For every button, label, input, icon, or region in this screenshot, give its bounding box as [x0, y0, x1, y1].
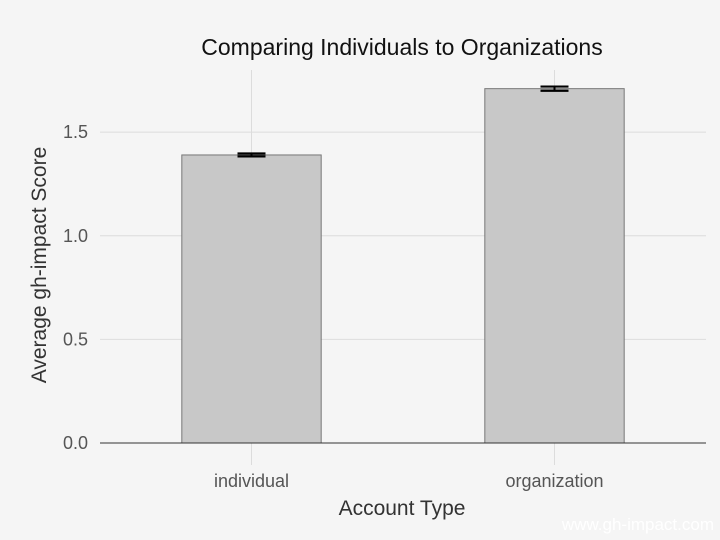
x-tick-label: individual — [214, 471, 289, 491]
x-axis-title: Account Type — [339, 497, 466, 520]
x-tick-label: organization — [505, 471, 603, 491]
bar-organization — [484, 88, 625, 444]
y-axis-title: Average gh-impact Score — [28, 147, 51, 384]
y-tick-label: 1.5 — [63, 122, 88, 142]
y-tick-label: 1.0 — [63, 226, 88, 246]
y-tick-label: 0.0 — [63, 433, 88, 453]
chart-title: Comparing Individuals to Organizations — [201, 34, 602, 60]
watermark: www.gh-impact.com — [561, 515, 714, 534]
bar-individual — [181, 154, 322, 444]
y-tick-label: 0.5 — [63, 329, 88, 349]
x-tick-labels: individual organization — [214, 471, 604, 491]
y-tick-labels: 0.0 0.5 1.0 1.5 — [63, 122, 88, 453]
error-bars — [237, 85, 569, 158]
bars — [181, 88, 625, 444]
